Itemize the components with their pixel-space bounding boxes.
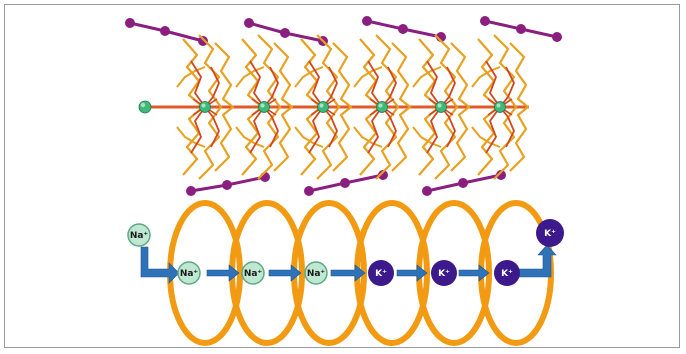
- ion-na-3: Na⁺: [304, 261, 328, 285]
- transport-schematic-panel: Na⁺ Na⁺ Na⁺ Na⁺ K⁺ K⁺ K⁺ K⁺: [127, 200, 564, 346]
- exit-arrow: [518, 244, 557, 278]
- ion-na-in: Na⁺: [127, 223, 151, 247]
- transfer-arrow: [330, 264, 366, 282]
- counter-anion: [362, 16, 446, 42]
- crystal-structure-panel: [125, 16, 562, 196]
- transfer-arrow: [458, 264, 490, 282]
- ion-k-2: K⁺: [431, 260, 457, 286]
- counter-anion: [480, 16, 562, 42]
- ion-label: Na⁺: [130, 231, 149, 241]
- ion-k-out: K⁺: [536, 219, 564, 247]
- transfer-arrow: [268, 264, 302, 282]
- counter-anion: [125, 18, 208, 46]
- counter-anion: [422, 170, 506, 196]
- ion-label: K⁺: [438, 269, 450, 279]
- ion-label: K⁺: [375, 269, 387, 279]
- figure-frame: Na⁺ Na⁺ Na⁺ Na⁺ K⁺ K⁺ K⁺ K⁺: [4, 4, 680, 348]
- ion-label: K⁺: [501, 269, 513, 279]
- transfer-arrow: [396, 264, 428, 282]
- ion-na-2: Na⁺: [241, 261, 265, 285]
- channel-figure: Na⁺ Na⁺ Na⁺ Na⁺ K⁺ K⁺ K⁺ K⁺: [125, 16, 564, 346]
- ion-label: Na⁺: [244, 269, 263, 279]
- transport-arrows: [140, 244, 557, 284]
- entering-ion-atom: [138, 100, 152, 114]
- ion-k-3: K⁺: [494, 260, 520, 286]
- counter-anion: [186, 172, 270, 196]
- ion-k-1: K⁺: [368, 260, 394, 286]
- entry-arrow: [140, 246, 180, 284]
- counter-anion: [244, 18, 328, 46]
- ion-label: Na⁺: [180, 269, 199, 279]
- ion-label: K⁺: [544, 229, 556, 239]
- ion-label: Na⁺: [307, 269, 326, 279]
- transfer-arrow: [206, 264, 240, 282]
- ion-na-1: Na⁺: [177, 261, 201, 285]
- counter-anion: [304, 170, 388, 196]
